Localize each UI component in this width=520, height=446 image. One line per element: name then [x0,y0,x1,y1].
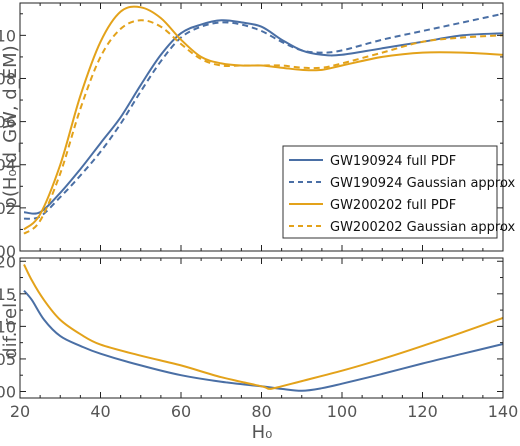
x-axis-label: H₀ [252,422,273,443]
top-y-tick-label: 0.002 [0,199,16,218]
legend-box [282,145,498,239]
top-panel: 0.000 0.002 0.004 0.006 0.008 0.010 p(H₀|d_GW… [0,2,516,261]
top-series-line-2 [23,12,504,220]
bottom-plot-frame [19,257,504,399]
x-tick-label: 120 [407,402,438,421]
legend-label: GW200202 full PDF [330,198,456,213]
x-tick-label: 140 [488,402,519,421]
bottom-y-tick-label: 0.05 [0,350,16,369]
top-y-tick-label: 0.004 [0,156,16,175]
top-plot-frame [19,2,504,252]
bottom-ticks-group: 20 40 60 80 100 120 140 0.00 0.05 0.10 0.15 0.20 [0,252,518,421]
top-series-line-4 [23,19,504,235]
x-tick-label: 20 [10,402,30,421]
top-series-line-3 [23,5,504,231]
x-tick-label: 40 [90,402,110,421]
top-ylabel: p(H₀|d_GW, d_EM) [0,45,21,208]
x-tick-label: 100 [327,402,358,421]
legend-label: GW190924 full PDF [330,154,456,169]
top-y-tick-label: 0.010 [0,26,16,45]
bottom-series-line-1 [23,289,504,392]
top-y-tick-label: 0.000 [0,242,16,261]
x-tick-label: 60 [171,402,191,421]
bottom-series-group [23,264,504,392]
legend-label: GW190924 Gaussian approx [330,176,516,191]
bottom-y-tick-label: 0.20 [0,252,16,271]
top-ticks-group: 0.000 0.002 0.004 0.006 0.008 0.010 [0,3,504,261]
bottom-panel: 20 40 60 80 100 120 140 0.00 0.05 0.10 0.15 0.20 di… [0,252,518,443]
x-tick-label: 80 [251,402,271,421]
top-series-group [23,5,504,235]
top-y-tick-label: 0.008 [0,69,16,88]
bottom-y-tick-label: 0.15 [0,285,16,304]
legend-entries: GW190924 full PDF GW190924 Gaussian appro… [289,154,516,235]
bottom-ylabel: dif. rel. [0,297,21,359]
legend: GW190924 full PDF GW190924 Gaussian appro… [282,145,516,239]
top-series-line-1 [23,19,504,215]
bottom-y-tick-label: 0.00 [0,382,16,401]
top-y-tick-label: 0.006 [0,113,16,132]
bottom-y-tick-label: 0.10 [0,317,16,336]
bottom-series-line-2 [23,264,504,390]
legend-label: GW200202 Gaussian approx [330,220,516,235]
